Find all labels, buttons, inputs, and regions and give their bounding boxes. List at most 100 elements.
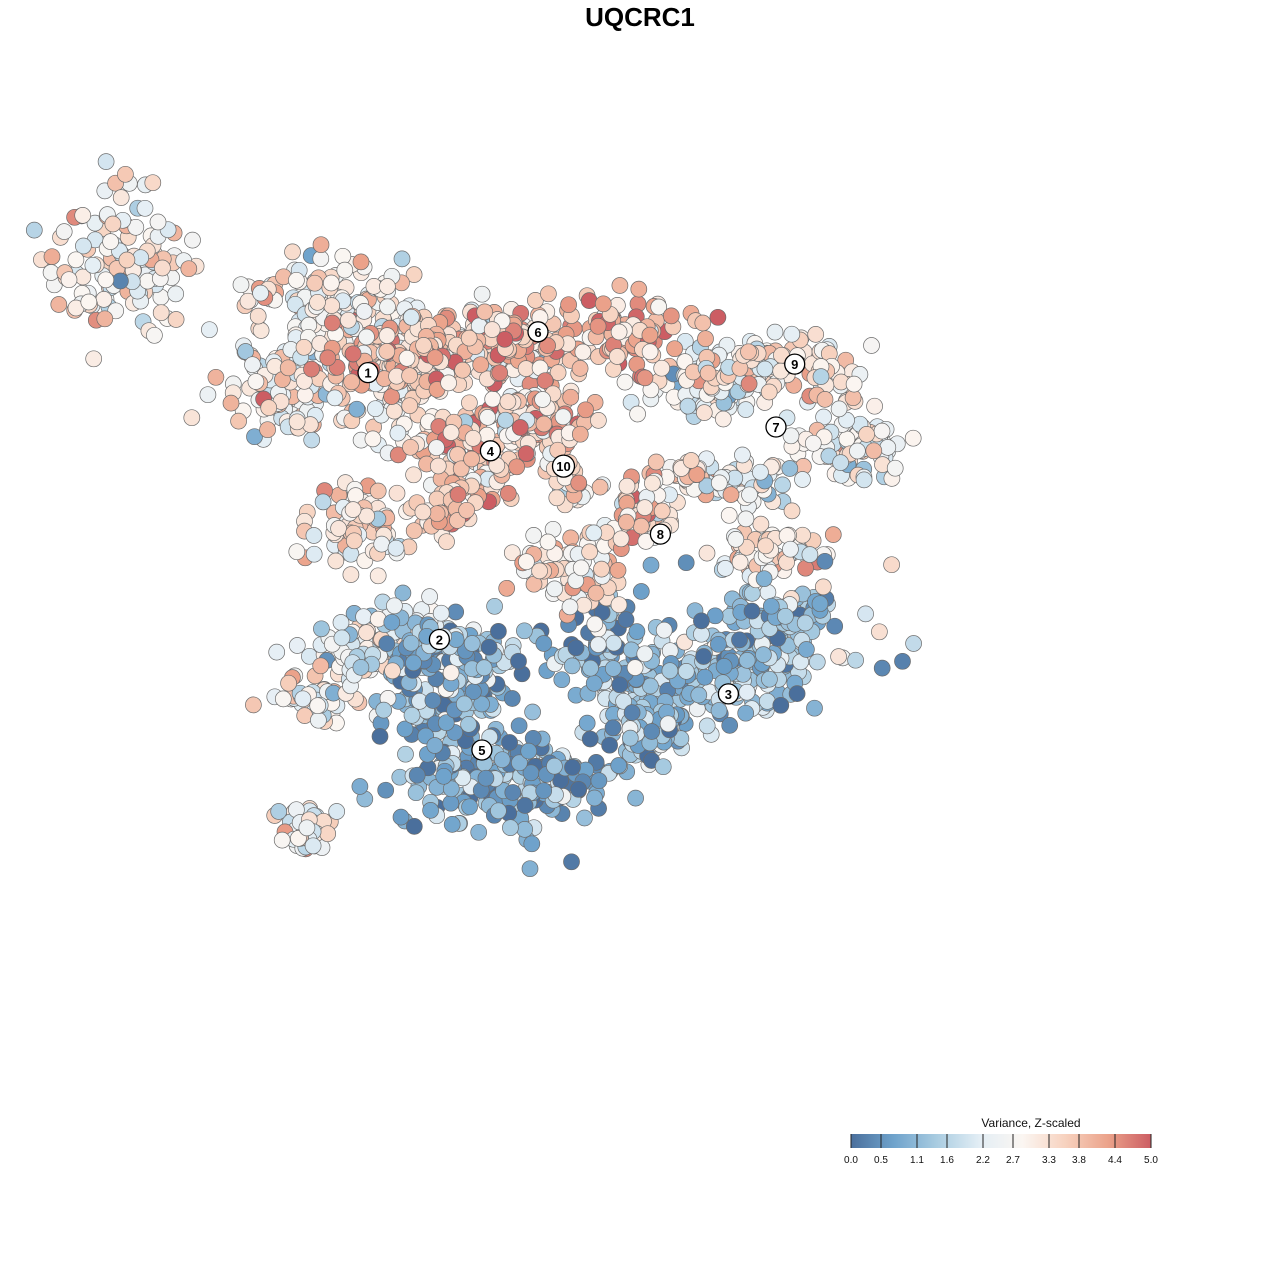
data-point: [601, 736, 618, 754]
data-point: [788, 685, 806, 702]
data-point: [642, 677, 659, 695]
legend-colorbar: [851, 1134, 1151, 1148]
data-point: [571, 425, 589, 443]
cluster-label-1: 1: [357, 361, 379, 384]
data-point: [871, 623, 888, 641]
data-point: [571, 360, 589, 377]
data-point: [259, 421, 276, 439]
data-point: [531, 562, 548, 580]
data-point: [591, 478, 609, 496]
data-point: [491, 364, 509, 382]
data-point: [268, 643, 286, 661]
data-point: [781, 460, 799, 477]
data-point: [303, 431, 321, 449]
data-point: [298, 819, 316, 837]
data-point: [403, 706, 421, 724]
data-point: [483, 321, 501, 338]
data-point: [830, 648, 847, 665]
data-point: [757, 537, 774, 555]
data-point: [480, 638, 498, 656]
data-point: [85, 350, 103, 368]
data-point: [460, 329, 478, 347]
data-point: [312, 250, 330, 268]
data-point: [167, 311, 185, 328]
data-point: [647, 453, 665, 471]
data-point: [623, 704, 641, 721]
data-point: [117, 165, 134, 183]
data-point: [604, 660, 622, 677]
data-point: [490, 802, 507, 820]
data-point: [534, 391, 551, 408]
data-point: [666, 340, 683, 358]
data-point: [883, 556, 900, 574]
data-point: [756, 360, 774, 378]
data-point: [201, 321, 218, 339]
data-point: [55, 223, 73, 240]
data-point: [247, 373, 265, 390]
data-point: [477, 769, 495, 787]
data-point: [562, 388, 580, 406]
data-point: [333, 629, 351, 647]
data-point: [642, 556, 660, 574]
data-point: [535, 782, 553, 800]
data-point: [401, 397, 419, 415]
data-point: [695, 648, 712, 665]
data-point: [402, 308, 420, 326]
data-point: [386, 597, 403, 615]
data-point: [499, 485, 517, 502]
data-point: [144, 174, 162, 192]
data-point: [455, 695, 473, 713]
data-point: [808, 653, 826, 671]
legend-tick-label: 0.5: [874, 1155, 888, 1166]
data-point: [379, 298, 396, 316]
data-point: [358, 328, 375, 346]
data-point: [722, 486, 740, 503]
data-point: [740, 375, 758, 393]
data-point: [84, 256, 102, 274]
cluster-label-5: 5: [471, 739, 493, 761]
cluster-label-7: 7: [765, 416, 787, 438]
color-legend: Variance, Z-scaled 0.0 0.5 1.1 1.6 2.2 2.7 3.3…: [844, 1116, 1158, 1166]
data-point: [323, 297, 341, 314]
data-point: [879, 439, 897, 456]
data-point: [561, 598, 579, 616]
data-point: [326, 389, 344, 407]
cluster-label-text: 10: [556, 459, 570, 474]
data-point: [405, 654, 422, 672]
data-point: [636, 369, 654, 387]
data-point: [523, 835, 541, 853]
data-point: [535, 415, 553, 433]
data-point: [67, 251, 85, 269]
data-point: [826, 617, 844, 635]
data-point: [618, 477, 636, 495]
data-point: [654, 758, 672, 776]
data-point: [677, 554, 695, 572]
data-point: [415, 337, 432, 354]
data-point: [414, 503, 432, 521]
data-point: [905, 635, 922, 652]
data-point: [499, 393, 517, 410]
data-point: [510, 652, 527, 670]
data-point: [319, 825, 337, 843]
data-point: [501, 734, 518, 751]
data-point: [811, 595, 829, 613]
data-point: [709, 308, 727, 326]
data-point: [581, 543, 598, 561]
data-point: [479, 409, 496, 426]
data-point: [237, 343, 254, 360]
data-point: [288, 413, 306, 431]
data-point: [863, 337, 880, 354]
data-point: [644, 474, 661, 492]
data-point: [377, 781, 395, 799]
data-point: [183, 409, 201, 427]
data-point: [560, 296, 577, 314]
data-point: [737, 704, 755, 722]
data-point: [309, 293, 326, 311]
data-point: [610, 596, 628, 614]
data-point: [801, 546, 819, 563]
data-point: [383, 388, 400, 405]
data-point: [25, 221, 43, 239]
data-point: [698, 717, 716, 735]
data-point: [564, 758, 581, 776]
data-point: [288, 271, 305, 289]
